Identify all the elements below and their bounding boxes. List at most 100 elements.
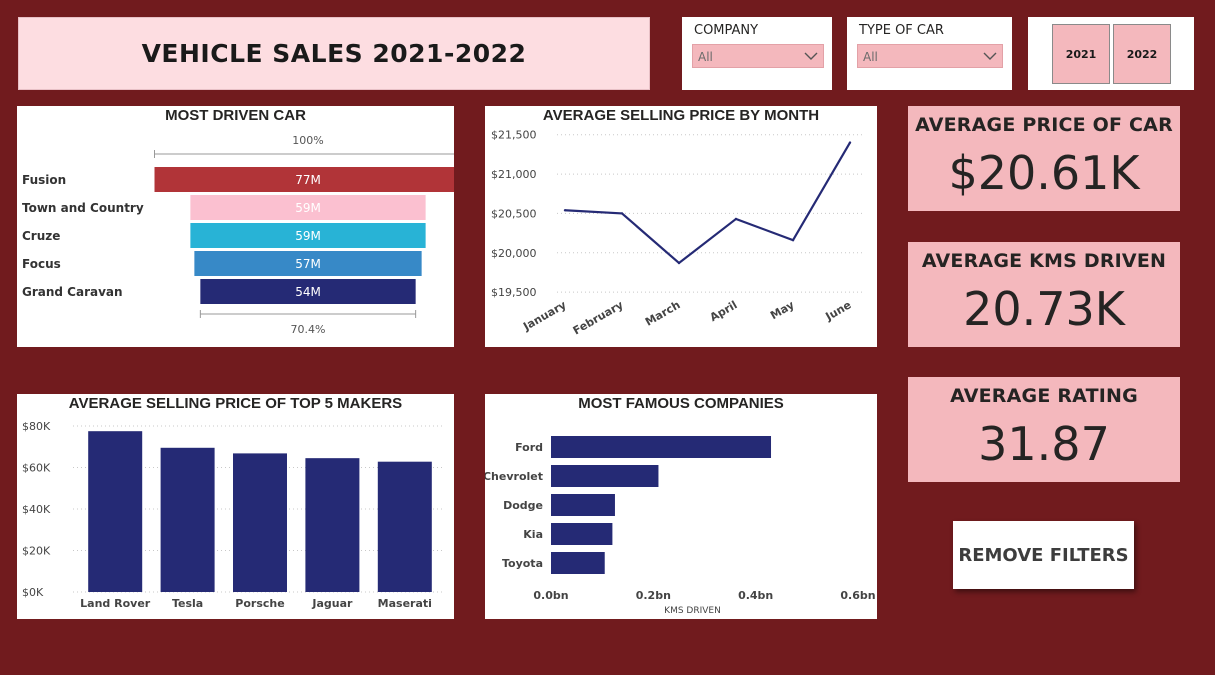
companies-category-label: Dodge	[503, 499, 543, 512]
funnel-value-label: 59M	[295, 201, 321, 215]
funnel-top-bracket	[154, 150, 454, 158]
avg-price-month-chart: $19,500 $20,000 $20,500 $21,000 $21,500 Janua…	[491, 129, 865, 337]
funnel-category-label: Grand Caravan	[22, 285, 123, 299]
funnel-bar	[194, 251, 422, 276]
companies-category-label: Kia	[523, 528, 543, 541]
line-point	[620, 212, 624, 215]
chevron-down-icon	[983, 52, 997, 60]
companies-xaxis-label: KMS DRIVEN	[664, 606, 721, 616]
makers-ytick-label: $20K	[22, 545, 51, 558]
companies-xtick-label: 0.6bn	[840, 589, 875, 602]
line-ytick-label: $19,500	[491, 286, 537, 299]
dashboard-title-box: VEHICLE SALES 2021-2022	[18, 17, 650, 90]
makers-bar	[160, 447, 215, 592]
line-point	[563, 209, 567, 212]
avg-rating-label: AVERAGE RATING	[950, 385, 1138, 407]
companies-bar	[551, 552, 605, 574]
avg-price-label: AVERAGE PRICE OF CAR	[915, 114, 1173, 136]
makers-bar	[305, 458, 360, 592]
avg-kms-value: 20.73K	[963, 282, 1125, 336]
makers-xtick-label: Tesla	[172, 597, 203, 610]
companies-bar	[551, 523, 613, 545]
funnel-category-label: Town and Country	[22, 201, 144, 215]
top-makers-title: AVERAGE SELLING PRICE OF TOP 5 MAKERS	[68, 395, 403, 412]
avg-rating-value: 31.87	[978, 417, 1110, 471]
funnel-bar	[190, 223, 426, 248]
avg-price-month-title: AVERAGE SELLING PRICE BY MONTH	[542, 107, 820, 124]
makers-bar	[88, 431, 143, 592]
most-driven-car-chart: 100% Fusion 77M Town and Country 59M Cruze 59M…	[22, 134, 454, 336]
companies-xtick-label: 0.0bn	[533, 589, 568, 602]
companies-xtick-label: 0.2bn	[636, 589, 671, 602]
most-driven-car-title: MOST DRIVEN CAR	[165, 107, 306, 124]
company-dropdown-value: All	[698, 50, 713, 64]
chevron-down-icon	[804, 52, 818, 60]
makers-ytick-label: $40K	[22, 503, 51, 516]
car-type-dropdown-value: All	[863, 50, 878, 64]
funnel-bottom-label: 70.4%	[291, 323, 326, 336]
famous-companies-chart: Ford Chevrolet Dodge Kia Toyota 0.0bn 0.2bn 0.4…	[485, 436, 876, 616]
makers-xtick-label: Jaguar	[311, 597, 353, 610]
line-ytick-label: $21,500	[491, 129, 537, 142]
line-ytick-label: $20,000	[491, 247, 537, 260]
funnel-top-label: 100%	[292, 134, 323, 147]
companies-bar	[551, 494, 615, 516]
funnel-bottom-bracket	[199, 310, 417, 318]
top-makers-panel: AVERAGE SELLING PRICE OF TOP 5 MAKERS $0…	[17, 394, 454, 619]
makers-ytick-label: $60K	[22, 462, 51, 475]
most-driven-car-panel: MOST DRIVEN CAR 100% Fusion 77M Town and Co…	[17, 106, 454, 347]
top-makers-chart: $0K $20K $40K $60K $80K Land Rover Tesla Porsch…	[22, 420, 442, 610]
makers-bar	[233, 453, 287, 592]
car-type-slicer: TYPE OF CAR All	[847, 17, 1012, 90]
car-type-dropdown[interactable]: All	[857, 44, 1003, 68]
company-slicer-label: COMPANY	[694, 23, 759, 38]
year-slicer: 2021 2022	[1028, 17, 1194, 90]
companies-category-label: Toyota	[502, 557, 543, 570]
dashboard-title: VEHICLE SALES 2021-2022	[141, 39, 527, 68]
companies-category-label: Ford	[515, 441, 543, 454]
funnel-category-label: Focus	[22, 257, 61, 271]
line-xtick-label: April	[708, 298, 740, 324]
avg-price-card: AVERAGE PRICE OF CAR $20.61K	[908, 106, 1180, 211]
funnel-value-label: 77M	[295, 173, 321, 187]
makers-xtick-label: Maserati	[378, 597, 432, 610]
funnel-bar	[190, 195, 426, 220]
year-button-2021[interactable]: 2021	[1052, 24, 1110, 84]
funnel-bar	[200, 279, 416, 304]
funnel-category-label: Cruze	[22, 229, 60, 243]
companies-xtick-label: 0.4bn	[738, 589, 773, 602]
avg-kms-card: AVERAGE KMS DRIVEN 20.73K	[908, 242, 1180, 347]
line-point	[848, 141, 852, 144]
line-ytick-label: $21,000	[491, 168, 537, 181]
avg-kms-label: AVERAGE KMS DRIVEN	[921, 250, 1167, 272]
line-point	[677, 261, 681, 265]
funnel-category-label: Fusion	[22, 173, 66, 187]
avg-price-value: $20.61K	[948, 146, 1140, 200]
line-series-path	[564, 142, 851, 265]
funnel-value-label: 54M	[295, 285, 321, 299]
remove-filters-button[interactable]: REMOVE FILTERS	[953, 521, 1134, 589]
makers-xtick-label: Land Rover	[80, 597, 151, 610]
famous-companies-panel: MOST FAMOUS COMPANIES Ford Chevrolet Dodge…	[485, 394, 877, 619]
companies-bar	[551, 465, 659, 487]
makers-ytick-label: $0K	[22, 586, 44, 599]
line-ytick-label: $20,500	[491, 207, 537, 220]
company-slicer: COMPANY All	[682, 17, 832, 90]
makers-xtick-label: Porsche	[235, 597, 284, 610]
companies-bar	[551, 436, 772, 458]
famous-companies-title: MOST FAMOUS COMPANIES	[578, 395, 784, 412]
funnel-value-label: 59M	[295, 229, 321, 243]
companies-category-label: Chevrolet	[485, 470, 543, 483]
company-dropdown[interactable]: All	[692, 44, 824, 68]
year-button-2022[interactable]: 2022	[1113, 24, 1171, 84]
funnel-bar	[154, 167, 454, 192]
line-xtick-label: February	[571, 298, 626, 337]
line-xtick-label: June	[823, 298, 854, 323]
avg-price-month-panel: AVERAGE SELLING PRICE BY MONTH $19,500 $2…	[485, 106, 877, 347]
avg-rating-card: AVERAGE RATING 31.87	[908, 377, 1180, 482]
makers-ytick-label: $80K	[22, 420, 51, 433]
funnel-value-label: 57M	[295, 257, 321, 271]
line-point	[734, 217, 738, 221]
line-xtick-label: May	[768, 298, 796, 322]
line-xtick-label: March	[643, 298, 683, 328]
